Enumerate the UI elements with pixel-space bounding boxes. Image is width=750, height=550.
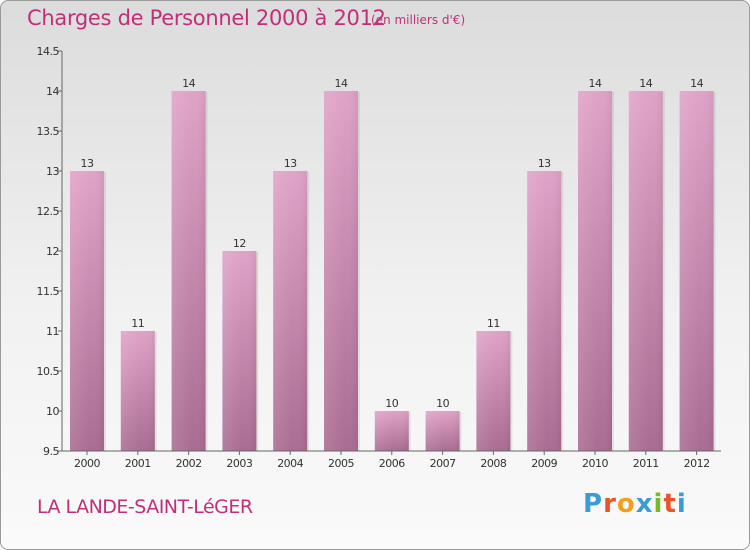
- logo-letter: o: [616, 489, 636, 519]
- x-tick-label: 2003: [226, 457, 252, 470]
- bar-value-label: 13: [81, 157, 94, 170]
- y-tick-label: 11.5: [37, 285, 60, 298]
- bar-highlight: [171, 91, 206, 451]
- x-tick-label: 2006: [379, 457, 405, 470]
- logo-letter: x: [635, 489, 654, 519]
- x-tick-label: 2001: [125, 457, 151, 470]
- bar-value-label: 11: [131, 317, 144, 330]
- bar-highlight: [70, 171, 104, 451]
- bars: 13 11 14 12 13 14 10 10 11 13 14 14 14: [70, 77, 716, 451]
- x-tick-label: 2002: [176, 457, 202, 470]
- logo-letter: i: [653, 489, 664, 519]
- y-tick-label: 12.5: [37, 205, 60, 218]
- bar-value-label: 14: [690, 77, 703, 90]
- bar-value-label: 11: [487, 317, 500, 330]
- x-tick-label: 2004: [277, 457, 303, 470]
- bar-value-label: 14: [335, 77, 348, 90]
- bar-highlight: [273, 171, 308, 451]
- x-tick-label: 2005: [328, 457, 354, 470]
- x-tick-label: 2007: [430, 457, 456, 470]
- bar-value-label: 12: [233, 237, 246, 250]
- y-tick-label: 10: [46, 405, 59, 418]
- y-tick-label: 13: [46, 165, 59, 178]
- proxiti-logo: Proxiti: [583, 489, 687, 519]
- bar-highlight: [578, 91, 612, 451]
- bar-value-label: 13: [284, 157, 297, 170]
- y-tick-label: 14: [46, 85, 59, 98]
- bar-value-label: 10: [385, 397, 398, 410]
- chart-title: Charges de Personnel 2000 à 2012: [27, 6, 386, 30]
- y-tick-label: 14.5: [37, 45, 60, 58]
- bar-value-label: 14: [182, 77, 195, 90]
- bar-value-label: 13: [538, 157, 551, 170]
- bar-highlight: [374, 411, 409, 451]
- commune-name: LA LANDE-SAINT-LéGER: [37, 496, 253, 518]
- bar-highlight: [628, 91, 663, 451]
- bar-value-label: 14: [589, 77, 602, 90]
- logo-letter: i: [676, 489, 687, 519]
- logo-letter: r: [603, 489, 617, 519]
- x-tick-label: 2008: [480, 457, 506, 470]
- bar-highlight: [120, 331, 155, 451]
- bar-highlight: [222, 251, 257, 451]
- y-tick-label: 9.5: [43, 445, 59, 458]
- y-axis: 9.5 10 10.5 11 11.5 12 12.5 13 13.5 14 14.5: [37, 45, 63, 458]
- bar-highlight: [476, 331, 511, 451]
- x-tick-label: 2000: [74, 457, 100, 470]
- bar-highlight: [527, 171, 562, 451]
- x-axis: 2000 2001 2002 2003 2004 2005 2006 2007 2008 2009…: [62, 450, 721, 470]
- y-tick-label: 13.5: [37, 125, 60, 138]
- x-tick-label: 2009: [531, 457, 557, 470]
- x-tick-label: 2012: [684, 457, 710, 470]
- bar-highlight: [324, 91, 358, 451]
- bar-highlight: [679, 91, 714, 451]
- y-tick-label: 11: [46, 325, 59, 338]
- logo-letter: t: [663, 489, 677, 519]
- logo-letter: P: [583, 489, 604, 519]
- bar-highlight: [425, 411, 460, 451]
- y-tick-label: 12: [46, 245, 59, 258]
- x-tick-label: 2011: [633, 457, 659, 470]
- bar-value-label: 14: [639, 77, 652, 90]
- bar-value-label: 10: [436, 397, 449, 410]
- x-tick-label: 2010: [582, 457, 608, 470]
- chart-subtitle: (en milliers d'€): [371, 13, 466, 27]
- y-tick-label: 10.5: [37, 365, 60, 378]
